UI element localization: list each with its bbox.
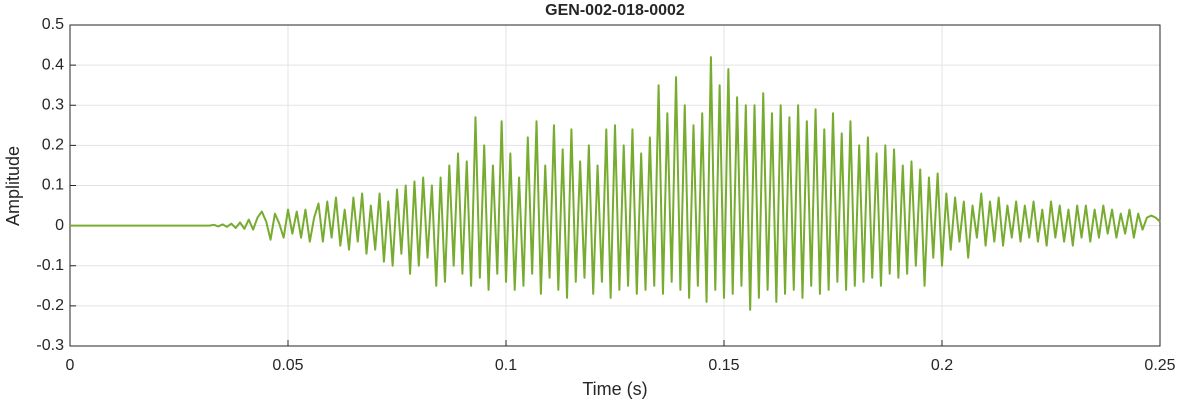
x-tick-label: 0.25 (1144, 357, 1175, 374)
y-tick-label: 0.3 (42, 96, 64, 113)
x-tick-label: 0.05 (272, 357, 303, 374)
x-tick-label: 0.2 (931, 357, 953, 374)
chart-title: GEN-002-018-0002 (545, 2, 685, 19)
y-tick-label: 0.4 (42, 56, 64, 73)
y-tick-label: -0.1 (36, 257, 64, 274)
y-tick-label: 0.2 (42, 137, 64, 154)
plot-frame (69, 24, 1161, 347)
x-tick-label: 0.15 (708, 357, 739, 374)
y-axis-label: Amplitude (3, 146, 23, 226)
y-tick-label: -0.3 (36, 337, 64, 354)
x-tick-label: 0.1 (495, 357, 517, 374)
x-tick-label: 0 (66, 357, 75, 374)
y-tick-label: 0.5 (42, 16, 64, 33)
y-tick-label: -0.2 (36, 297, 64, 314)
y-tick-label: 0 (55, 217, 64, 234)
waveform-line (70, 56, 1161, 311)
y-tick-label: 0.1 (42, 177, 64, 194)
x-axis-label: Time (s) (582, 379, 647, 399)
